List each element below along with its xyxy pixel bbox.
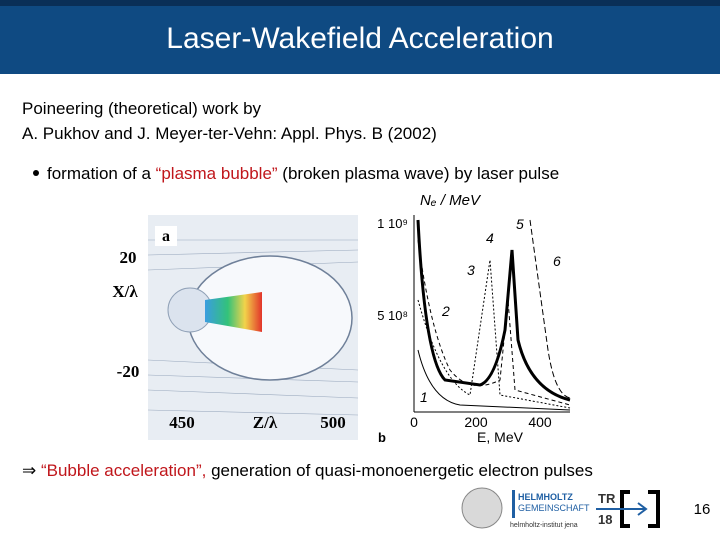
highlight: “Bubble acceleration”, [36, 461, 206, 480]
tick-label: 200 [464, 414, 488, 430]
highlight: “plasma bubble” [156, 164, 278, 183]
laser-pulse [205, 292, 262, 332]
text: formation of a [47, 164, 156, 183]
axis-label: Z/λ [253, 413, 278, 432]
header-bar [0, 0, 720, 74]
axis-label: E, MeV [477, 429, 524, 445]
curve-label: 3 [467, 262, 475, 278]
panel-label: a [162, 228, 170, 245]
university-seal [461, 487, 503, 529]
conclusion: ⇒ “Bubble acceleration”, generation of q… [22, 461, 593, 480]
curve [417, 239, 571, 406]
logo-text: HELMHOLTZ [518, 492, 573, 502]
logo-text: GEMEINSCHAFT [518, 503, 590, 513]
text: generation of quasi-monoenergetic electr… [206, 461, 593, 480]
curve-label: 1 [420, 389, 428, 405]
text: (broken plasma wave) by laser pulse [278, 164, 560, 183]
curve [417, 259, 571, 409]
arrow-symbol: ⇒ [22, 461, 36, 480]
tick-label: -20 [117, 362, 140, 381]
curve-label: 4 [486, 230, 494, 246]
tick-label: 0 [410, 414, 418, 430]
curve-label: 2 [441, 303, 450, 319]
panel-label: b [378, 430, 386, 445]
axis-label: X/λ [112, 282, 138, 301]
tick-label: 500 [320, 413, 346, 432]
tick-label: 20 [120, 248, 137, 267]
tick-label: 1 10⁹ [377, 216, 408, 231]
page-number: 16 [694, 501, 711, 518]
axis-label: Nₑ / MeV [420, 192, 482, 209]
curve-label: 5 [516, 216, 524, 232]
header-stripe [0, 0, 720, 6]
curve [416, 219, 571, 402]
curve [417, 349, 571, 411]
panel-b: Nₑ / MeV 1 10⁹ 5 10⁸ 0 200 400 E, MeV b … [377, 192, 571, 445]
logo-arrow [596, 502, 648, 516]
tick-label: 400 [528, 414, 552, 430]
bullet-dot [33, 170, 39, 176]
panel-a: a 20 X/λ -20 450 Z/λ 500 [112, 215, 359, 440]
logo-text: TR [598, 491, 616, 506]
logo-text: 18 [598, 512, 612, 527]
institute: helmholtz-institut jena [510, 522, 578, 529]
tick-label: 450 [169, 413, 195, 432]
intro-line: A. Pukhov and J. Meyer-ter-Vehn: Appl. P… [22, 124, 437, 143]
tick-label: 5 10⁸ [377, 308, 408, 323]
label-box [155, 226, 177, 246]
curve-label: 6 [553, 253, 561, 269]
intro-line: Poineering (theoretical) work by [22, 99, 262, 118]
curve [529, 219, 571, 399]
logo-bar [512, 490, 515, 518]
title: Laser-Wakefield Acceleration [166, 22, 553, 55]
bullet-text: formation of a “plasma bubble” (broken p… [47, 164, 559, 183]
